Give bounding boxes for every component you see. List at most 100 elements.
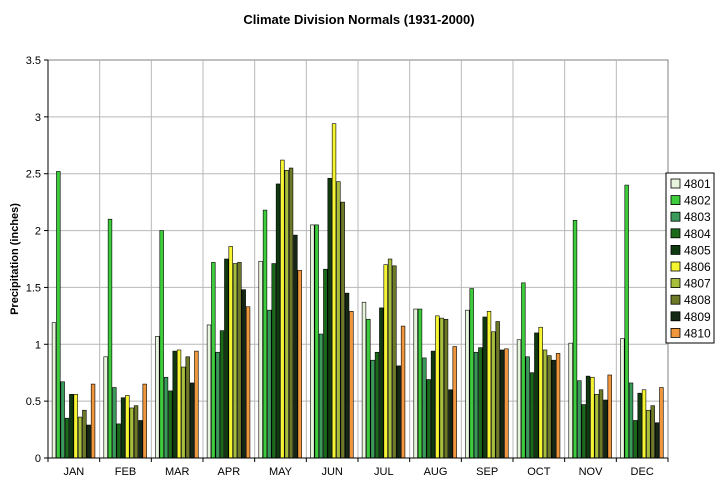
bar-4803-aug (422, 357, 427, 459)
bar-4810-aug (452, 346, 457, 459)
bar-4808-may (288, 167, 294, 459)
y-tick-label: 3 (35, 112, 41, 124)
bar-4809-dec (654, 422, 660, 459)
bar-4809-nov (603, 399, 608, 459)
legend-swatch-4809 (670, 311, 681, 322)
legend-label-4802: 4802 (684, 194, 711, 208)
bar-4806-jan (73, 394, 78, 459)
legend-swatch-4810 (670, 327, 681, 338)
bar-4807-aug (439, 317, 444, 459)
bar-4806-jul (383, 264, 388, 459)
bar-4805-sep (482, 316, 487, 459)
bar-4809-aug (448, 389, 453, 459)
bar-4805-mar (172, 350, 177, 459)
legend-swatch-4807 (670, 278, 681, 289)
bar-4810-jan (90, 383, 96, 459)
bar-4801-feb (103, 356, 108, 459)
bar-4804-feb (116, 423, 121, 459)
plot-area: 0 0.5 1 1.5 2 2.5 3 3.5 JAN FEB MAR APR MAY JUN JUL AUG… (26, 55, 669, 478)
bar-4802-feb (107, 218, 113, 459)
legend-label-4801: 4801 (684, 177, 711, 191)
bar-4802-sep (469, 288, 474, 459)
bar-4804-aug (426, 379, 431, 459)
bar-4804-dec (633, 420, 638, 459)
bar-4807-jan (77, 416, 83, 459)
bar-4807-apr (232, 263, 238, 459)
bar-4807-nov (594, 394, 599, 459)
bar-4803-nov (577, 380, 582, 459)
bar-4803-jul (370, 359, 375, 459)
legend-swatch-4801 (670, 178, 681, 189)
bar-4808-jan (82, 409, 87, 459)
bar-4802-jun (314, 224, 319, 459)
bar-4808-aug (443, 318, 449, 459)
y-tick-label: 2.5 (26, 169, 41, 181)
y-tick-label: 3.5 (26, 55, 41, 67)
bar-4805-nov (585, 375, 591, 459)
bar-4809-jun (344, 292, 350, 459)
bar-4805-jul (379, 307, 384, 459)
bar-4802-may (262, 209, 268, 459)
bar-4801-nov (568, 342, 573, 459)
bar-4810-may (297, 270, 302, 459)
bar-4810-jun (349, 311, 354, 459)
bar-4806-apr (228, 246, 233, 459)
legend-label-4808: 4808 (684, 293, 711, 307)
legend-label-4804: 4804 (684, 227, 711, 241)
legend-swatch-4806 (670, 261, 681, 272)
bar-4807-oct (542, 349, 548, 459)
legend-label-4809: 4809 (684, 310, 711, 324)
bar-4801-apr (206, 324, 212, 459)
bar-4808-apr (237, 262, 242, 459)
bar-4805-dec (637, 392, 642, 459)
bar-4810-feb (142, 383, 147, 459)
bar-4801-mar (155, 336, 160, 459)
bar-4801-jan (51, 322, 57, 459)
bar-4810-apr (245, 306, 251, 459)
bar-4805-jan (69, 394, 74, 459)
legend: 4801 4802 4803 4804 4805 4806 4807 4808 4809 4810 (665, 172, 715, 344)
bar-4806-feb (125, 395, 130, 459)
bar-4809-feb (138, 420, 143, 459)
bar-4808-jun (340, 201, 345, 459)
y-tick-label: 1.5 (26, 282, 41, 294)
bar-4805-may (275, 183, 281, 459)
bar-4802-dec (624, 184, 629, 459)
bar-4806-nov (590, 376, 595, 459)
bar-4803-sep (473, 351, 479, 459)
legend-swatch-4808 (670, 294, 681, 305)
bar-4805-apr (224, 258, 229, 459)
bar-4806-may (280, 159, 285, 459)
bar-4801-may (258, 260, 263, 459)
bar-4807-mar (181, 366, 186, 459)
bar-4810-sep (504, 348, 509, 459)
legend-swatch-4802 (670, 195, 681, 206)
bar-4801-dec (620, 338, 625, 459)
bar-4807-dec (646, 409, 651, 459)
bar-4803-jun (318, 333, 324, 459)
bar-4804-mar (168, 390, 173, 459)
bar-4801-jun (310, 224, 315, 459)
y-tick-label: 0.5 (26, 396, 41, 408)
y-tick-label: 0 (35, 453, 41, 465)
bar-4804-jul (374, 351, 380, 459)
bar-4804-jun (323, 268, 328, 459)
bar-4808-sep (495, 321, 500, 459)
bar-4802-mar (159, 230, 164, 459)
bar-4810-nov (607, 374, 612, 459)
bar-4805-oct (534, 332, 539, 459)
bar-4805-feb (120, 397, 126, 459)
bar-4806-aug (435, 315, 440, 459)
bar-4809-oct (551, 359, 556, 459)
bar-4804-jan (64, 417, 70, 459)
bar-4807-jun (336, 181, 341, 459)
chart-title: Climate Division Normals (1931-2000) (243, 12, 474, 27)
bar-4809-sep (499, 349, 505, 459)
bar-4807-sep (491, 331, 496, 459)
y-tick-label: 2 (35, 226, 41, 238)
bar-4808-oct (547, 355, 552, 459)
bar-4802-aug (417, 308, 423, 459)
legend-label-4810: 4810 (684, 326, 711, 340)
bar-4803-feb (112, 387, 117, 459)
